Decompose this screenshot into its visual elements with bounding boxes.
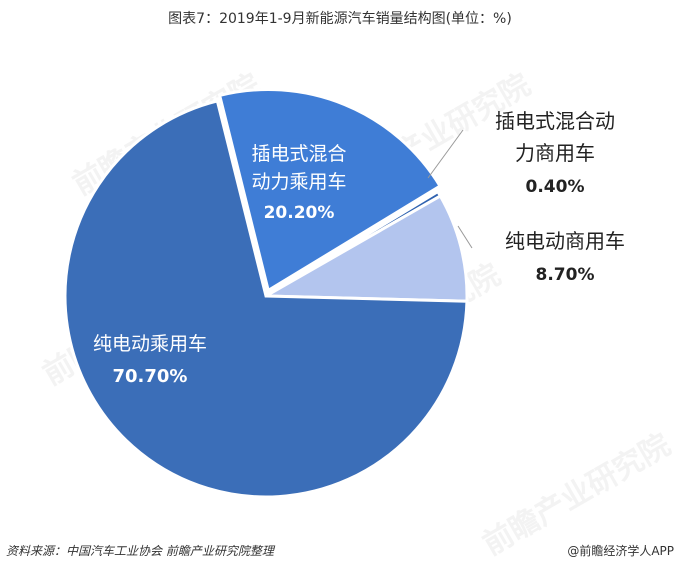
slice-label-name: 纯电动商用车 (505, 229, 625, 253)
pie-slice (63, 99, 469, 499)
chart-title: 图表7：2019年1-9月新能源汽车销量结构图(单位：%) (168, 11, 512, 27)
pie-slice (217, 87, 443, 293)
slice-label-value: 20.20% (264, 203, 335, 223)
slice-label-value: 0.40% (526, 177, 585, 197)
slice-label-value: 8.70% (536, 265, 595, 285)
slice-label-name: 插电式混合动 (495, 109, 615, 133)
source-note: 资料来源：中国汽车工业协会 前瞻产业研究院整理 (6, 544, 274, 558)
leader-line (427, 129, 464, 179)
slice-label-name: 力商用车 (515, 141, 595, 165)
slice-label-name: 纯电动乘用车 (93, 333, 207, 355)
brand-note: @前瞻经济学人APP (567, 544, 674, 558)
leader-line (457, 225, 473, 249)
slice-label-name: 动力乘用车 (251, 171, 346, 193)
slice-label-value: 70.70% (113, 366, 188, 387)
pie-slice (260, 193, 469, 303)
slice-label-name: 插电式混合 (251, 143, 346, 165)
